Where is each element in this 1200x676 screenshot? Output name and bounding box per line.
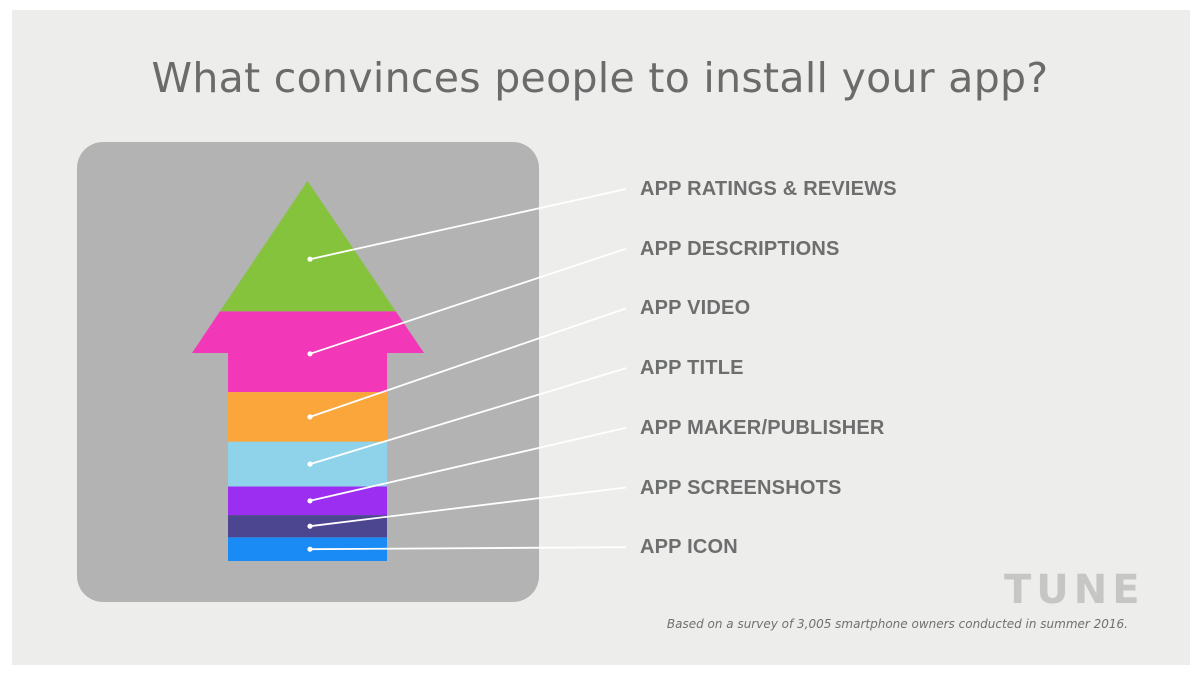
leader-dot-app-screenshots [307, 523, 313, 529]
survey-footnote: Based on a survey of 3,005 smartphone ow… [666, 617, 1128, 631]
leader-dot-app-icon [307, 546, 313, 552]
tune-logo: TUNE [1004, 567, 1145, 613]
label-app-screenshots: APP SCREENSHOTS [640, 476, 842, 499]
leader-line-app-title [309, 367, 627, 465]
leader-line-app-screenshots [309, 486, 627, 528]
arrow-segment-app-ratings-reviews [219, 181, 396, 312]
leader-line-app-icon [309, 546, 627, 551]
chart-title: What convinces people to install your ap… [151, 54, 1049, 102]
arrow-segment-app-descriptions [192, 311, 424, 393]
leader-line-app-ratings-reviews [309, 188, 627, 261]
label-app-video: APP VIDEO [640, 297, 751, 320]
label-app-title: APP TITLE [640, 357, 744, 380]
leader-line-app-descriptions [309, 247, 627, 355]
leader-line-app-maker-publisher [309, 426, 627, 502]
label-app-maker-publisher: APP MAKER/PUBLISHER [640, 416, 885, 439]
leader-line-app-video [309, 307, 627, 418]
label-app-icon: APP ICON [640, 536, 738, 559]
label-app-ratings-reviews: APP RATINGS & REVIEWS [640, 178, 897, 200]
label-app-descriptions: APP DESCRIPTIONS [640, 237, 840, 260]
